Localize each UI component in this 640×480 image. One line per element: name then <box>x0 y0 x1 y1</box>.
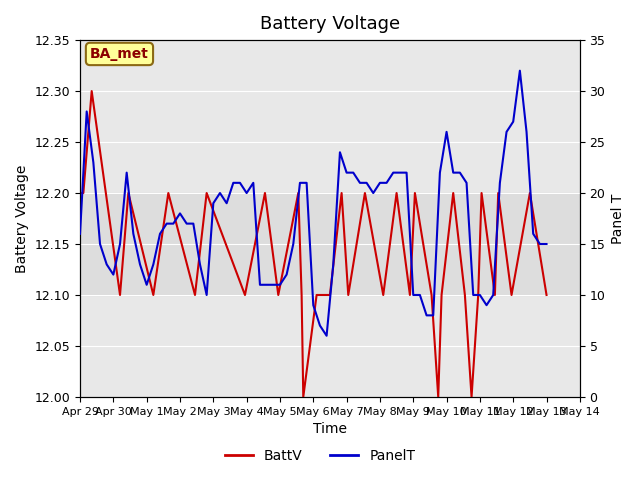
Title: Battery Voltage: Battery Voltage <box>260 15 400 33</box>
Legend: BattV, PanelT: BattV, PanelT <box>220 443 420 468</box>
Text: BA_met: BA_met <box>90 47 149 61</box>
Y-axis label: Battery Voltage: Battery Voltage <box>15 164 29 273</box>
Bar <box>80 193 580 295</box>
X-axis label: Time: Time <box>313 422 347 436</box>
Y-axis label: Panel T: Panel T <box>611 193 625 244</box>
